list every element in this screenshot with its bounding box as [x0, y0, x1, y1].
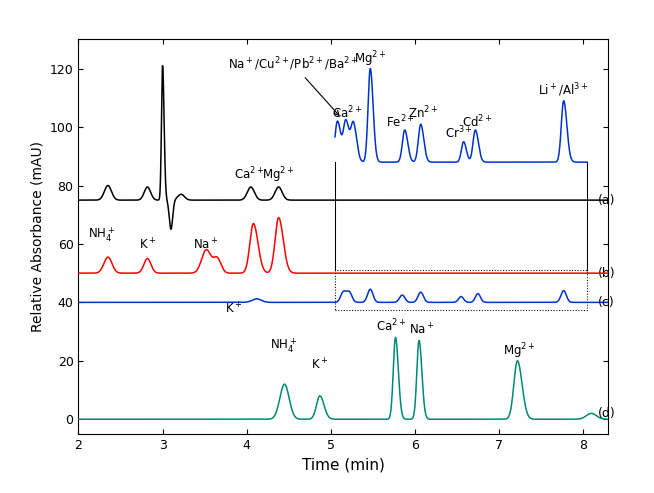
Text: $\mathregular{NH_4^+}$: $\mathregular{NH_4^+}$ [88, 225, 116, 244]
Y-axis label: Relative Absorbance (mAU): Relative Absorbance (mAU) [30, 141, 44, 332]
Text: $\mathregular{Cd^{2+}}$: $\mathregular{Cd^{2+}}$ [462, 113, 492, 130]
Text: $\mathregular{Na^+}$: $\mathregular{Na^+}$ [409, 322, 434, 338]
Text: $\mathregular{Mg^{2+}}$: $\mathregular{Mg^{2+}}$ [262, 166, 295, 185]
Text: $\mathregular{K^+}$: $\mathregular{K^+}$ [139, 238, 156, 253]
Text: $\mathregular{Ca^{2+}}$: $\mathregular{Ca^{2+}}$ [234, 166, 264, 183]
Text: $\mathregular{Ca^{2+}}$: $\mathregular{Ca^{2+}}$ [376, 318, 406, 335]
Text: $\mathregular{Na^+}$: $\mathregular{Na^+}$ [194, 238, 219, 253]
Text: $\mathregular{Zn^{2+}}$: $\mathregular{Zn^{2+}}$ [408, 105, 438, 121]
Text: $\mathregular{Ca^{2+}}$: $\mathregular{Ca^{2+}}$ [332, 105, 363, 121]
Text: $\mathregular{Mg^{2+}}$: $\mathregular{Mg^{2+}}$ [354, 49, 387, 69]
Text: $\mathregular{Fe^{2+}}$: $\mathregular{Fe^{2+}}$ [386, 113, 415, 130]
Text: $\mathregular{Mg^{2+}}$: $\mathregular{Mg^{2+}}$ [503, 341, 536, 361]
Text: $\mathregular{NH_4^+}$: $\mathregular{NH_4^+}$ [270, 336, 298, 355]
Text: $\mathregular{Na^+/Cu^{2+}/Pb^{2+}/Ba^{2+}}$: $\mathregular{Na^+/Cu^{2+}/Pb^{2+}/Ba^{2… [228, 55, 358, 115]
Text: $\mathregular{K^+}$: $\mathregular{K^+}$ [311, 357, 328, 373]
Text: $\mathregular{Cr^{3+}}$: $\mathregular{Cr^{3+}}$ [445, 125, 473, 142]
Text: $\mathregular{Li^+/Al^{3+}}$: $\mathregular{Li^+/Al^{3+}}$ [538, 81, 589, 99]
Text: (a): (a) [598, 194, 615, 207]
Text: $\mathregular{K^+}$: $\mathregular{K^+}$ [226, 302, 243, 317]
X-axis label: Time (min): Time (min) [302, 457, 385, 472]
Text: (b): (b) [598, 267, 616, 280]
Text: (c): (c) [598, 296, 615, 309]
Text: (d): (d) [598, 407, 616, 420]
